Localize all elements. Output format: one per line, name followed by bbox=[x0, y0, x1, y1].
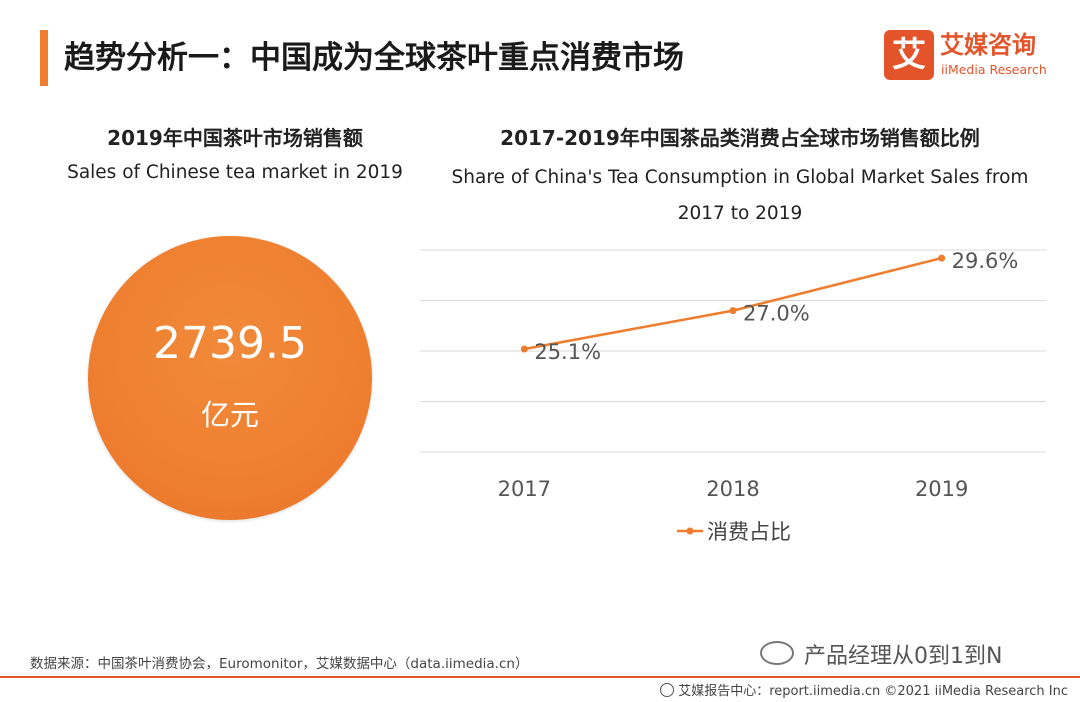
sales-value-circle bbox=[88, 236, 372, 520]
data-source-note: 数据来源：中国茶叶消费协会，Euromonitor，艾媒数据中心（data.ii… bbox=[30, 656, 529, 672]
series-line bbox=[524, 256, 942, 351]
legend-marker bbox=[686, 527, 694, 535]
left-chart-title-en: Sales of Chinese tea market in 2019 bbox=[67, 162, 403, 183]
data-label: 29.6% bbox=[952, 249, 1019, 273]
logo-mark-icon: 艾 bbox=[884, 30, 934, 80]
data-point bbox=[938, 254, 946, 262]
data-point bbox=[520, 345, 528, 353]
globe-icon bbox=[660, 683, 675, 697]
wechat-icon bbox=[760, 641, 794, 665]
watermark-text: 产品经理从0到1到N bbox=[804, 644, 1003, 669]
title-accent-bar bbox=[40, 30, 48, 86]
x-tick-label: 2019 bbox=[915, 477, 968, 501]
sales-value: 2739.5 bbox=[153, 318, 307, 369]
footer-divider bbox=[0, 676, 1080, 678]
data-label: 25.1% bbox=[534, 340, 601, 364]
data-point bbox=[729, 307, 737, 315]
legend-label: 消费占比 bbox=[707, 520, 791, 544]
left-chart-title-cn: 2019年中国茶叶市场销售额 bbox=[107, 126, 363, 150]
sales-unit: 亿元 bbox=[200, 398, 259, 432]
x-tick-label: 2017 bbox=[498, 477, 551, 501]
logo-name-cn: 艾媒咨询 bbox=[940, 31, 1036, 59]
copyright-text: 艾媒报告中心：report.iimedia.cn ©2021 iiMedia R… bbox=[678, 684, 1068, 699]
data-label: 27.0% bbox=[743, 302, 810, 326]
x-tick-label: 2018 bbox=[706, 477, 759, 501]
page-title: 趋势分析一：中国成为全球茶叶重点消费市场 bbox=[64, 40, 684, 76]
logo-name-en: iiMedia Research bbox=[941, 62, 1047, 77]
iimedia-logo: 艾 艾媒咨询 iiMedia Research bbox=[884, 30, 1058, 82]
watermark: 产品经理从0到1到N bbox=[760, 638, 1002, 670]
footer-copyright: 艾媒报告中心：report.iimedia.cn ©2021 iiMedia R… bbox=[660, 680, 1068, 699]
line-chart-title-cn: 2017-2019年中国茶品类消费占全球市场销售额比例 bbox=[500, 126, 980, 150]
line-chart-title-en: Share of China's Tea Consumption in Glob… bbox=[451, 167, 1029, 224]
